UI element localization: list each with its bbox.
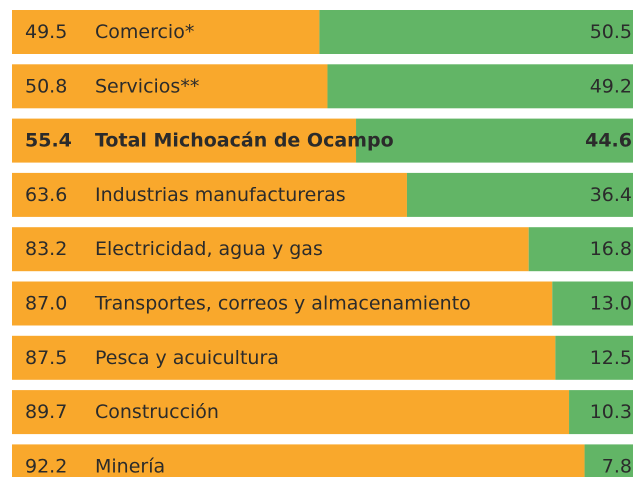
value-label: 49.5 [25,21,67,43]
bar-segment [12,281,553,326]
category-label: Construcción [95,401,219,423]
category-label: Servicios** [95,75,199,97]
value-label: 44.6 [585,130,632,152]
value-label: 50.8 [25,75,67,97]
category-label: Comercio* [95,21,194,43]
bar-segment [12,390,570,435]
bar-segment [528,227,633,272]
value-label: 63.6 [25,184,67,206]
bar-segment [12,10,320,54]
value-label: 92.2 [25,455,67,477]
bar-segment [555,335,633,380]
value-label: 36.4 [590,184,632,206]
bar-segment [12,335,556,380]
value-label: 89.7 [25,401,67,423]
category-label: Industrias manufactureras [95,184,346,206]
category-label: Total Michoacán de Ocampo [95,130,394,152]
bar-segment [12,444,585,477]
value-label: 10.3 [590,401,632,423]
category-label: Electricidad, agua y gas [95,238,323,260]
value-label: 87.5 [25,347,67,369]
bar-segment [319,10,633,54]
bar-segment [12,227,529,272]
value-label: 7.8 [602,455,632,477]
category-label: Transportes, correos y almacenamiento [94,293,471,315]
bar-segment [327,64,633,109]
bar-segment [552,281,633,326]
bar-segment [406,172,633,217]
category-label: Minería [95,455,165,477]
value-label: 13.0 [590,293,632,315]
value-label: 87.0 [25,293,67,315]
value-label: 50.5 [590,21,632,43]
bar-segment [356,118,633,163]
value-label: 55.4 [25,130,72,152]
value-label: 16.8 [590,238,632,260]
bar-segment [12,172,407,217]
value-label: 49.2 [590,75,632,97]
value-label: 83.2 [25,238,67,260]
category-label: Pesca y acuicultura [95,347,279,369]
bar-segment [584,444,633,477]
value-label: 12.5 [590,347,632,369]
bar-segment [12,64,328,109]
bar-segment [569,390,633,435]
bar-segment [12,118,357,163]
